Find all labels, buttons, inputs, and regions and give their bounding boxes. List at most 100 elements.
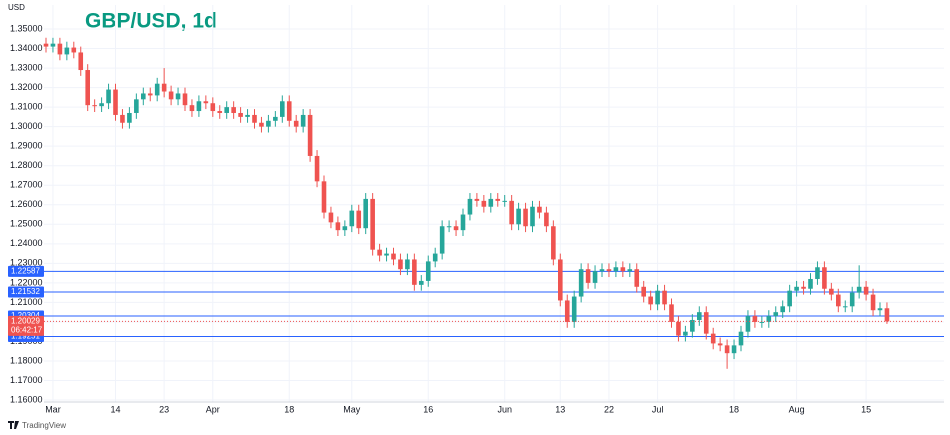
candle xyxy=(99,97,104,113)
candle-body xyxy=(99,103,104,107)
candle-body xyxy=(745,316,751,332)
candle-body xyxy=(307,114,313,156)
level-label: 1.22587 xyxy=(11,267,40,276)
candle-body xyxy=(620,267,626,272)
candle xyxy=(738,325,744,352)
candle xyxy=(161,68,167,98)
candle xyxy=(168,85,174,106)
countdown: 06:42:17 xyxy=(11,325,43,334)
candle-body xyxy=(245,114,250,117)
candle-body xyxy=(794,286,799,291)
candle xyxy=(231,101,236,119)
candle-body xyxy=(717,343,723,346)
candle-body xyxy=(419,280,424,285)
level-label-box xyxy=(8,286,44,298)
candle xyxy=(592,265,598,289)
candle-body xyxy=(787,290,792,307)
candle xyxy=(57,37,63,61)
candle-body xyxy=(120,114,125,123)
candle xyxy=(745,310,751,338)
candle-body xyxy=(328,212,334,223)
candle-body xyxy=(495,198,501,201)
x-tick-label: 15 xyxy=(861,404,871,414)
candle xyxy=(321,175,327,219)
candle xyxy=(363,193,368,235)
last-price-label: 1.20029 xyxy=(11,316,40,325)
candle-body xyxy=(808,278,813,289)
candle xyxy=(50,37,56,53)
candle-body xyxy=(877,308,883,311)
y-tick-label: 1.16000 xyxy=(10,394,43,404)
candle-body xyxy=(78,52,84,71)
candle-body xyxy=(356,210,362,229)
candle xyxy=(676,316,681,342)
candle xyxy=(286,95,292,127)
candle-body xyxy=(134,99,139,113)
candle-body xyxy=(627,269,633,272)
candle-body xyxy=(321,181,327,213)
candle-body xyxy=(738,331,744,346)
y-tick-label: 1.35000 xyxy=(10,23,43,33)
candle-body xyxy=(460,214,466,231)
candle-body xyxy=(259,122,264,127)
candle xyxy=(224,101,229,119)
candle xyxy=(328,206,334,229)
candle xyxy=(634,263,640,293)
candle xyxy=(613,261,619,278)
candle xyxy=(245,109,250,123)
candle xyxy=(773,306,779,322)
candle-body xyxy=(147,93,153,96)
candle-body xyxy=(280,101,285,117)
candle-body xyxy=(224,107,229,113)
candle xyxy=(780,300,785,319)
candle xyxy=(648,290,653,311)
x-tick-label: 13 xyxy=(555,404,565,414)
candle xyxy=(829,282,834,301)
x-tick-label: Jul xyxy=(652,404,664,414)
candle xyxy=(335,216,341,237)
candle xyxy=(794,280,799,297)
candle xyxy=(697,306,702,326)
candle xyxy=(815,261,820,285)
candle-body xyxy=(724,345,730,354)
candle xyxy=(446,220,452,233)
candle-body xyxy=(655,290,660,305)
candle-body xyxy=(641,286,646,297)
candle-body xyxy=(85,70,90,106)
candle xyxy=(530,200,535,233)
candle-body xyxy=(815,267,820,279)
candle xyxy=(731,339,737,360)
y-tick-label: 1.23000 xyxy=(10,258,43,268)
candle xyxy=(432,247,438,268)
candle-body xyxy=(731,345,737,354)
candle-body xyxy=(398,259,403,270)
candle xyxy=(106,83,111,110)
candle xyxy=(877,302,883,317)
candle-body xyxy=(558,259,563,301)
candle xyxy=(196,95,202,117)
candle xyxy=(412,253,417,291)
candle xyxy=(141,87,146,106)
y-tick-label: 1.18000 xyxy=(10,355,43,365)
candle-body xyxy=(585,269,591,283)
candle-body xyxy=(300,114,306,127)
x-tick-label: 18 xyxy=(729,404,739,414)
candle-body xyxy=(509,200,514,225)
candle xyxy=(863,280,869,301)
candle-body xyxy=(884,308,890,322)
candle xyxy=(884,302,890,324)
y-tick-label: 1.28000 xyxy=(10,160,43,170)
candle-body xyxy=(286,101,292,121)
candle-body xyxy=(92,105,97,107)
x-tick-label: Jun xyxy=(497,404,512,414)
y-tick-label: 1.31000 xyxy=(10,102,43,112)
candle xyxy=(307,109,313,162)
candle-body xyxy=(175,93,181,100)
chart-title: GBP/USD, 1d xyxy=(85,10,217,33)
candle xyxy=(578,263,584,303)
level-label: 1.19251 xyxy=(11,332,40,341)
candle-body xyxy=(856,286,862,293)
candle xyxy=(154,77,160,102)
candle-body xyxy=(363,198,368,229)
